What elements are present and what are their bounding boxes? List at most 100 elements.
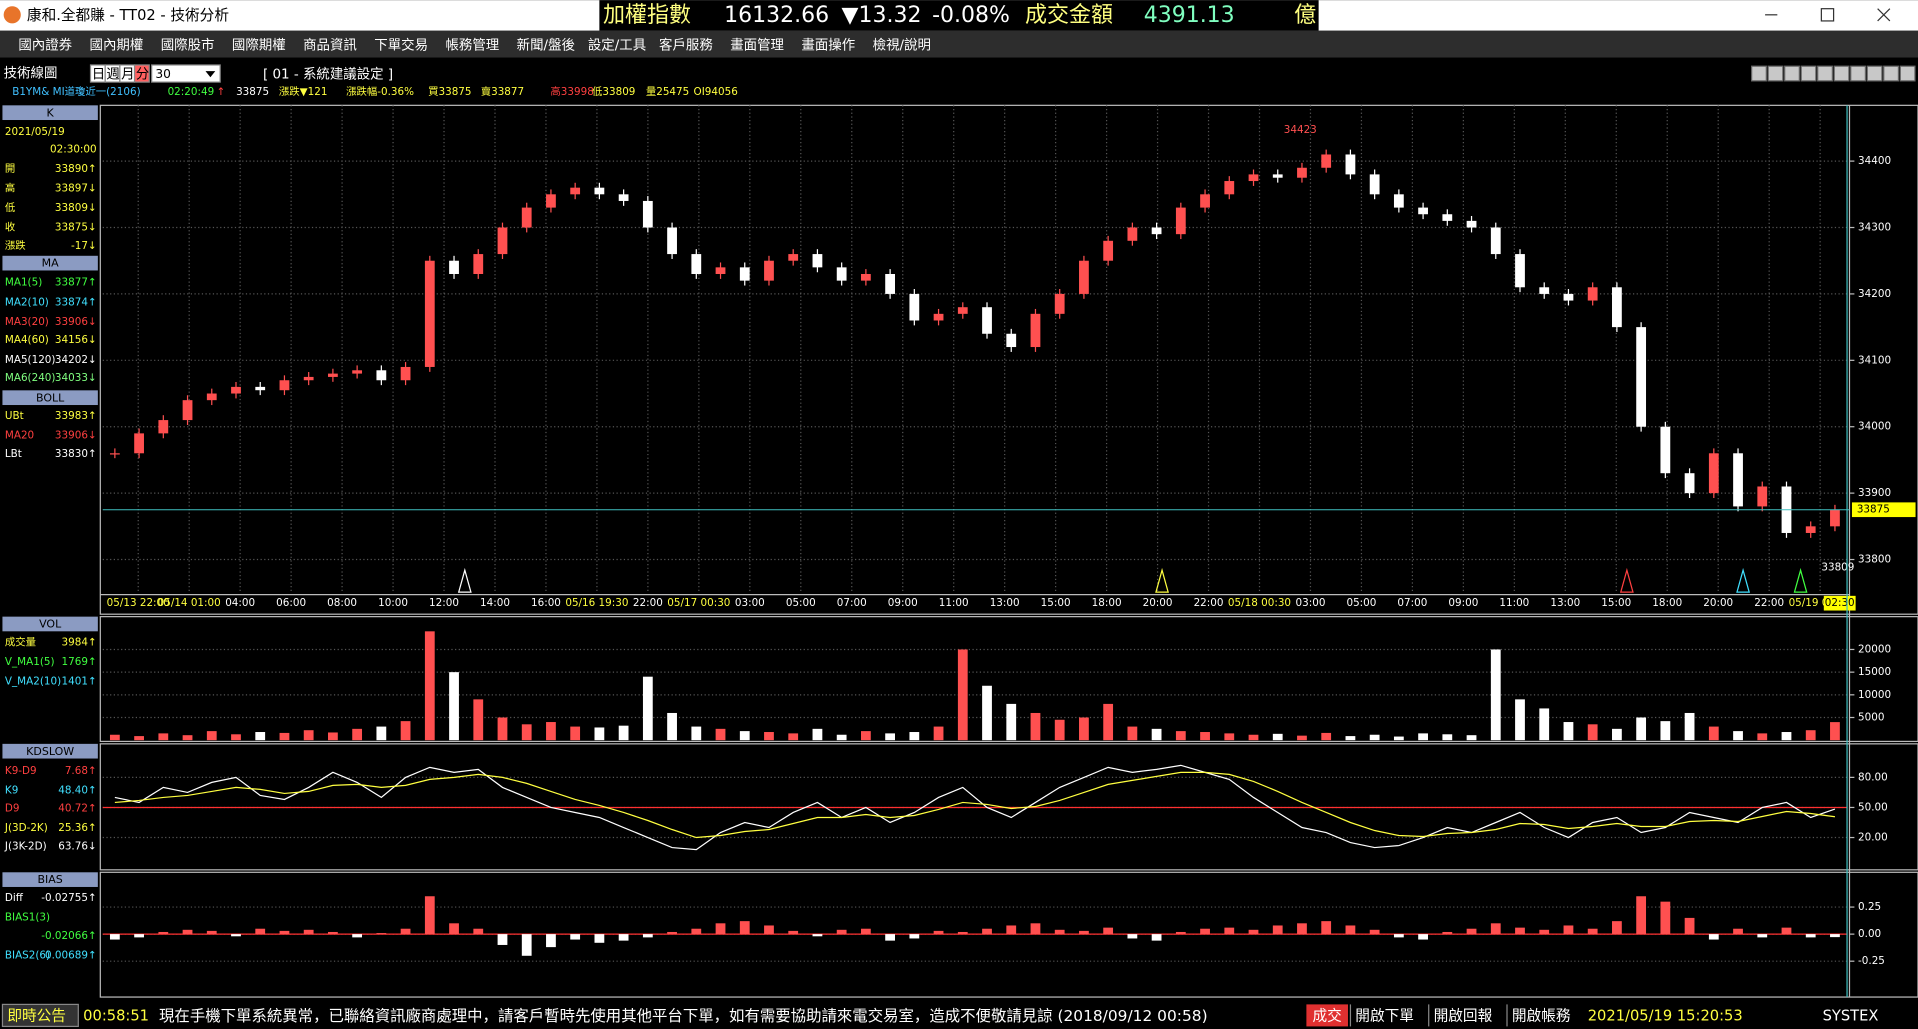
x-tick-label: 08:00 <box>327 597 357 609</box>
ticker-pct: -0.08% <box>932 3 1010 28</box>
bias-bar <box>1830 934 1840 938</box>
candle <box>521 207 532 228</box>
period-button[interactable] <box>133 64 150 83</box>
volume-bar <box>1612 728 1622 741</box>
volume-bar <box>788 733 799 741</box>
volume-bar <box>1175 731 1186 741</box>
menu-item[interactable]: 新聞/盤後 <box>517 37 576 53</box>
x-tick-label: 18:00 <box>1092 597 1122 609</box>
tool-icon[interactable] <box>1850 65 1867 82</box>
bias-bar <box>1805 934 1816 938</box>
x-tick-label: 09:00 <box>1448 597 1478 609</box>
menu-item[interactable]: 客戶服務 <box>659 36 713 53</box>
close-button[interactable] <box>1877 8 1891 22</box>
bias-bar <box>594 934 605 943</box>
bias-bar <box>1587 928 1598 935</box>
x-tick-label: 04:00 <box>225 597 255 609</box>
tool-icon[interactable] <box>1833 65 1850 82</box>
toolbar-title: 技術線圖 <box>4 66 58 82</box>
y-tick-label: 15000 <box>1858 666 1891 678</box>
menu-item[interactable]: 下單交易 <box>374 36 428 53</box>
menu-item[interactable]: 國內證券 <box>18 36 72 53</box>
panel-frame <box>99 616 1918 743</box>
x-tick-label: 22:00 <box>1194 597 1224 609</box>
panel-row-value: -17↓ <box>71 240 97 252</box>
tool-icon[interactable] <box>1817 65 1833 82</box>
x-tick-label: 05/18 00:30 <box>1228 597 1291 609</box>
candle <box>1636 327 1647 427</box>
candle <box>182 400 193 421</box>
quote-field: 買33875 <box>428 86 471 98</box>
status-button[interactable]: 開啟下單 <box>1355 1008 1414 1025</box>
menu-item[interactable]: 商品資訊 <box>303 37 357 53</box>
candle <box>231 386 241 394</box>
tool-icon[interactable] <box>1883 65 1900 82</box>
interval-select[interactable] <box>151 64 221 83</box>
x-tick-label: 11:00 <box>1499 597 1529 609</box>
candle <box>1297 167 1307 178</box>
tool-icon[interactable] <box>1767 65 1784 82</box>
bias-bar <box>642 934 653 938</box>
menu-item[interactable]: 檢視/說明 <box>873 36 931 53</box>
menu-item[interactable]: 畫面操作 <box>801 37 855 53</box>
tool-icon[interactable] <box>1899 65 1916 82</box>
status-label: 即時公告 <box>7 1008 66 1025</box>
tool-icon[interactable] <box>1784 65 1800 82</box>
menu-item[interactable]: 設定/工具 <box>588 37 646 53</box>
candle <box>1442 214 1453 221</box>
bias-bar <box>570 934 581 940</box>
tool-icon[interactable] <box>1800 65 1817 82</box>
last-price: 33875 <box>1857 504 1890 516</box>
panel-title: BOLL <box>36 391 65 404</box>
panel-title: VOL <box>39 618 62 631</box>
menu-item[interactable]: 國際期權 <box>232 37 286 53</box>
bias-bar <box>933 930 944 935</box>
menu-item[interactable]: 國內期權 <box>90 37 144 53</box>
bias-bar <box>1393 934 1404 938</box>
x-tick-label: 09:00 <box>888 597 918 609</box>
bias-bar <box>352 934 363 938</box>
y-tick-label: 20000 <box>1858 643 1891 655</box>
candle <box>1079 260 1089 294</box>
candle <box>788 254 799 261</box>
panel-title: K <box>47 106 55 119</box>
ticker-unit: 億 <box>1294 3 1316 28</box>
candle <box>1539 287 1550 294</box>
ticker-name: 加權指數 <box>603 3 691 28</box>
period-label: 週 <box>106 67 119 83</box>
candle <box>376 370 387 381</box>
restore-button[interactable] <box>1820 8 1835 22</box>
status-button[interactable]: 開啟帳務 <box>1512 1008 1571 1025</box>
candle <box>1733 453 1743 507</box>
bias-bar <box>134 934 144 938</box>
candle <box>1175 207 1186 235</box>
app-icon <box>3 6 21 24</box>
panel-row-label: MA3(20) <box>5 316 49 328</box>
volume-bar <box>1466 735 1477 741</box>
candle <box>812 254 823 268</box>
volume-bar <box>1660 721 1671 741</box>
ticker-change: ▼13.32 <box>842 3 922 28</box>
volume-bar <box>836 734 847 741</box>
status-button[interactable]: 開啟回報 <box>1434 1008 1493 1025</box>
ticker-index: 16132.66 <box>724 3 829 28</box>
quote-field: OI94056 <box>694 86 738 98</box>
menu-item[interactable]: 帳務管理 <box>445 37 499 53</box>
volume-bar <box>1515 699 1525 741</box>
bias-bar <box>497 934 508 945</box>
panel-header <box>2 390 98 406</box>
x-tick-label: 05:00 <box>786 597 816 609</box>
candle <box>303 376 314 381</box>
tool-icon[interactable] <box>1751 65 1767 82</box>
bias-bar <box>1684 917 1695 935</box>
y-tick-label: 80.00 <box>1858 771 1888 783</box>
panel-row-label: MA2(10) <box>5 296 49 308</box>
volume-bar <box>400 721 411 741</box>
tool-icon[interactable] <box>1866 65 1883 82</box>
menu-item[interactable]: 畫面管理 <box>730 37 784 53</box>
menu-item[interactable]: 國際股市 <box>161 36 215 53</box>
panel-row-label: 開 <box>5 163 15 175</box>
bias-bar <box>909 934 920 939</box>
status-message: 現在手機下單系統異常，已聯絡資訊廠商處理中，請客戶暫時先使用其他平台下單，如有需… <box>159 1006 1208 1025</box>
